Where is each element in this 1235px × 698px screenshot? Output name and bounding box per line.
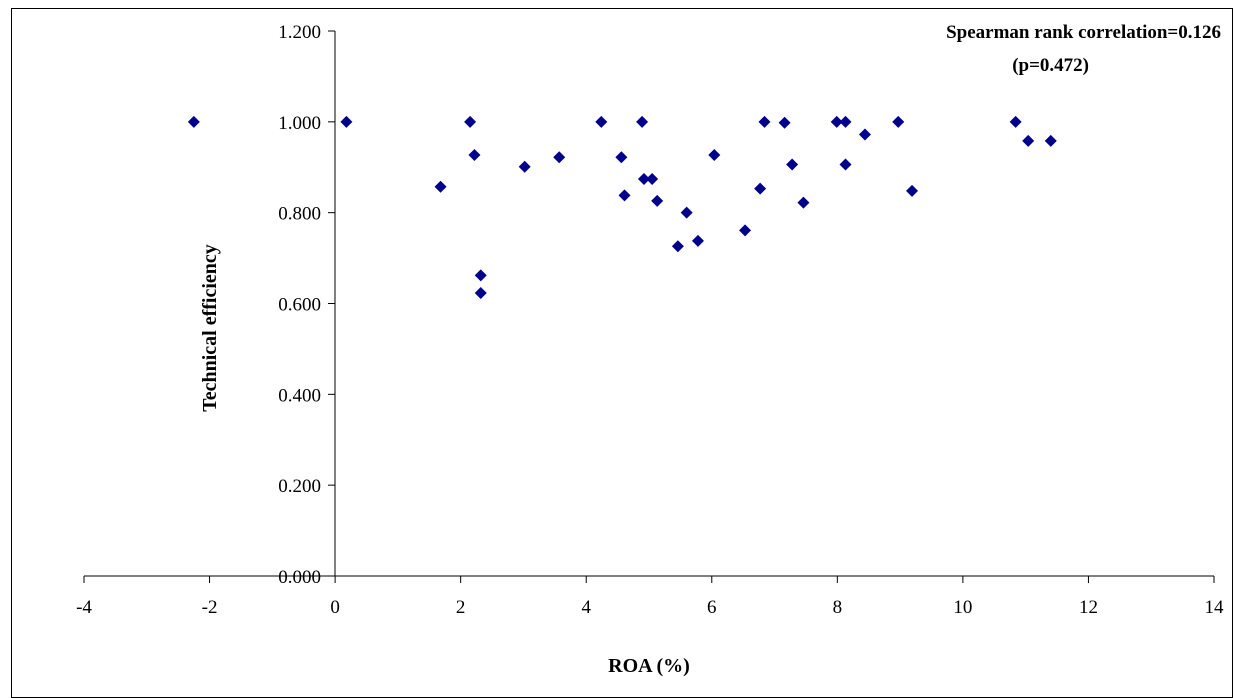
data-point [858, 128, 871, 141]
data-point [434, 180, 447, 193]
data-point [618, 189, 631, 202]
data-point [786, 158, 799, 171]
data-point [474, 269, 487, 282]
data-point [671, 240, 684, 253]
data-point [1009, 115, 1022, 128]
spearman-annotation: Spearman rank correlation=0.126 [946, 22, 1221, 43]
x-tick-label: -4 [76, 597, 92, 618]
data-point [680, 206, 693, 219]
data-point [1022, 134, 1035, 147]
data-point [691, 234, 704, 247]
data-point [646, 173, 659, 186]
x-tick-label: 2 [456, 597, 466, 618]
data-point [797, 196, 810, 209]
data-point [892, 115, 905, 128]
y-tick-label: 0.800 [278, 204, 321, 225]
x-tick-label: 6 [707, 597, 717, 618]
data-point [651, 194, 664, 207]
x-tick-label: 4 [581, 597, 591, 618]
data-point [553, 151, 566, 164]
x-tick-label: 14 [1205, 597, 1225, 618]
data-point [615, 151, 628, 164]
data-point [708, 148, 721, 161]
data-point [739, 224, 752, 237]
x-axis-title: ROA (%) [608, 655, 690, 677]
p-value-annotation: (p=0.472) [1012, 55, 1089, 76]
data-point [595, 115, 608, 128]
data-point [839, 158, 852, 171]
data-point [1044, 134, 1057, 147]
data-point [464, 115, 477, 128]
y-tick-label: 1.200 [278, 22, 321, 43]
data-point [187, 115, 200, 128]
data-point [830, 115, 843, 128]
data-point [340, 115, 353, 128]
x-tick-label: 8 [833, 597, 843, 618]
y-tick-label: 1.000 [278, 113, 321, 134]
data-point [468, 148, 481, 161]
axes: -4 -2 0 2 4 6 8 10 12 14 0.000 0.200 0.400 0.600 0.800… [76, 22, 1224, 618]
data-point [474, 287, 487, 300]
data-points [187, 115, 1057, 300]
data-point [906, 184, 919, 197]
data-point [758, 115, 771, 128]
y-tick-label: 0.400 [278, 385, 321, 406]
y-tick-label: 0.000 [278, 567, 321, 588]
data-point [754, 182, 767, 195]
data-point [636, 115, 649, 128]
y-axis-title: Technical efficiency [199, 244, 221, 412]
data-point [518, 160, 531, 173]
data-point [637, 173, 650, 186]
y-tick-label: 0.600 [278, 295, 321, 316]
x-tick-label: 10 [953, 597, 972, 618]
x-tick-label: 12 [1079, 597, 1098, 618]
x-tick-label: -2 [202, 597, 218, 618]
y-tick-label: 0.200 [278, 476, 321, 497]
data-point [778, 116, 791, 129]
x-tick-label: 0 [330, 597, 340, 618]
data-point [839, 115, 852, 128]
